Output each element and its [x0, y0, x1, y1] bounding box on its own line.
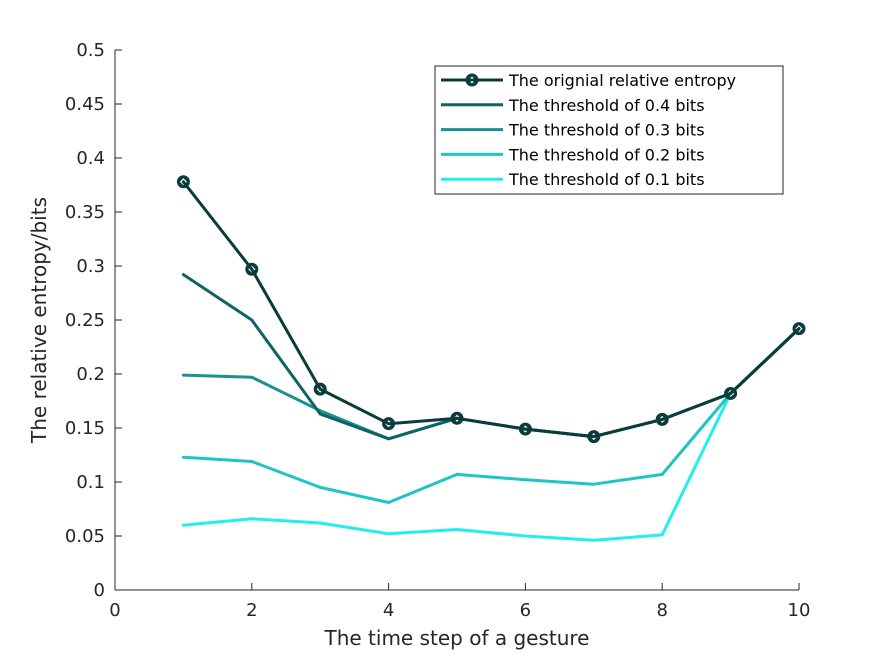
- x-tick-label: 4: [383, 600, 394, 621]
- x-tick-label: 10: [788, 600, 811, 621]
- legend-marker-diamond: [465, 73, 479, 87]
- legend-item: The orignial relative entropy: [441, 71, 736, 90]
- legend-item: The threshold of 0.3 bits: [441, 121, 705, 140]
- legend-label: The threshold of 0.4 bits: [508, 96, 705, 115]
- y-axis-label: The relative entropy/bits: [27, 197, 51, 444]
- data-point-diamond: [313, 382, 327, 396]
- y-tick-label: 0.3: [76, 256, 105, 277]
- y-tick-label: 0.1: [76, 472, 105, 493]
- y-tick-label: 0.5: [76, 40, 105, 61]
- series-line: [181, 327, 801, 542]
- series-5: [181, 327, 801, 542]
- legend-label: The orignial relative entropy: [508, 71, 736, 90]
- data-point-diamond: [176, 175, 190, 189]
- legend-item: The threshold of 0.2 bits: [441, 145, 705, 164]
- y-tick-label: 0.35: [65, 202, 105, 223]
- x-tick-label: 2: [246, 600, 257, 621]
- legend-label: The threshold of 0.2 bits: [508, 145, 705, 164]
- data-point-diamond: [518, 422, 532, 436]
- data-point-diamond: [382, 417, 396, 431]
- data-point-diamond: [245, 262, 259, 276]
- legend-item: The threshold of 0.4 bits: [441, 96, 705, 115]
- y-tick-label: 0.45: [65, 94, 105, 115]
- legend: The orignial relative entropy The thresho…: [434, 65, 784, 195]
- y-tick-label: 0.15: [65, 418, 105, 439]
- y-tick-label: 0.05: [65, 526, 105, 547]
- legend-item: The threshold of 0.1 bits: [441, 170, 705, 189]
- y-tick-label: 0.2: [76, 364, 105, 385]
- data-point-diamond: [587, 430, 601, 444]
- data-point-diamond: [792, 322, 806, 336]
- axes: 0 2 4 6 8 10 0 0.05 0.1 0.15 0.2 0.25 0.3 0.35 0.4 0.45…: [65, 40, 811, 621]
- legend-label: The threshold of 0.1 bits: [508, 170, 705, 189]
- series-line: [181, 180, 801, 439]
- data-point-diamond: [655, 412, 669, 426]
- data-point-diamond: [724, 387, 738, 400]
- x-tick-label: 0: [109, 600, 120, 621]
- series-layer: [176, 175, 806, 542]
- legend-label: The threshold of 0.3 bits: [508, 121, 705, 140]
- series-1: [176, 175, 806, 444]
- x-tick-label: 6: [520, 600, 531, 621]
- y-tick-label: 0.4: [76, 148, 105, 169]
- x-tick-label: 8: [656, 600, 667, 621]
- y-tick-label: 0.25: [65, 310, 105, 331]
- x-axis-label: The time step of a gesture: [324, 626, 590, 650]
- data-point-diamond: [450, 411, 464, 425]
- series-line: [181, 327, 801, 504]
- series-4: [181, 327, 801, 504]
- y-tick-label: 0: [94, 580, 105, 601]
